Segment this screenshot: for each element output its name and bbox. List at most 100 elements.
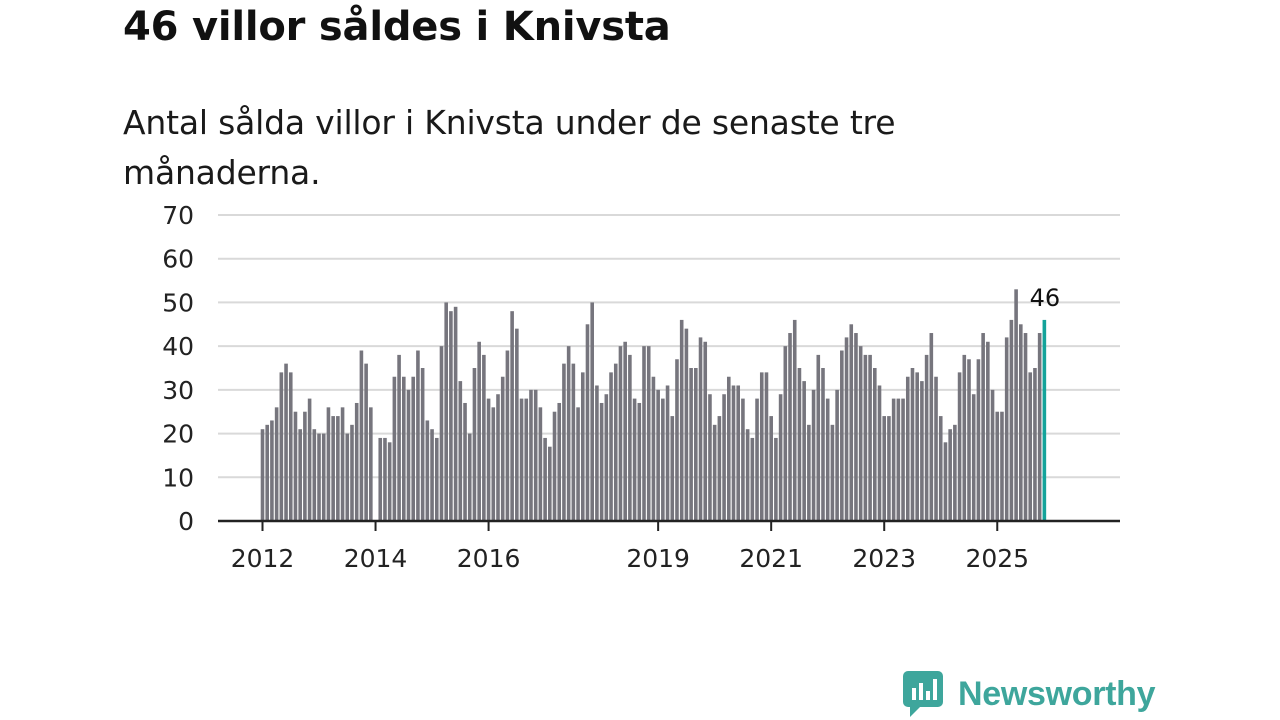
bar [345,433,350,521]
bar [976,359,981,521]
bar [321,433,326,521]
bar [981,333,985,521]
bar [364,363,368,521]
bar [307,398,312,521]
bar [1023,333,1028,521]
bar [533,389,538,521]
bar [844,337,849,521]
bar [416,350,420,521]
bar [797,368,802,521]
bar [698,337,703,521]
bar [265,424,270,521]
highlight-value-label: 46 [1030,284,1061,312]
bar [580,372,585,521]
x-tick-label: 2023 [852,544,916,573]
bar [873,368,877,521]
bar [929,333,934,521]
bar [901,398,905,521]
bar [689,368,693,521]
bar [463,402,467,521]
bar [971,394,976,521]
bar [792,319,797,521]
bar [571,363,576,521]
bar [524,398,529,521]
bar [854,333,858,521]
bar [694,368,698,521]
bar [712,424,717,521]
bar [392,376,397,521]
x-tick-label: 2016 [457,544,521,573]
bar [383,437,387,521]
bar [877,385,882,521]
bar [934,376,938,521]
bar [905,376,910,521]
bar [1033,368,1037,521]
bar [496,394,500,521]
bar [420,368,425,521]
bar [510,311,514,521]
bar [858,346,863,521]
bar [562,363,566,521]
bar [369,407,373,521]
bar [439,346,444,521]
bar [986,341,990,521]
brand-logo: Newsworthy [902,670,1156,718]
bar [298,429,302,521]
bar [336,416,340,521]
bar [543,437,547,521]
bar [515,328,519,521]
bar [486,398,491,521]
brand-name: Newsworthy [958,674,1156,713]
bar [764,372,769,521]
bar [312,429,317,521]
y-tick-label: 60 [162,245,194,274]
bar [477,341,481,521]
x-tick-label: 2019 [626,544,690,573]
bar [759,372,764,521]
bar [576,407,580,521]
bar [953,424,957,521]
bar [387,442,392,521]
bar [910,368,915,521]
bar [661,398,665,521]
bar [750,437,755,521]
bar [637,402,642,521]
bar [406,389,411,521]
bar [458,381,463,521]
highlight-bar [1042,319,1047,521]
bar [807,424,811,521]
bar [948,429,952,521]
bar [915,372,919,521]
bar [359,350,364,521]
bar [745,429,750,521]
bar [1037,333,1042,521]
bar [755,398,759,521]
bar [656,389,660,521]
bar [397,354,401,521]
bar [830,424,835,521]
bar [519,398,524,521]
bar [595,385,599,521]
bar [1014,289,1018,521]
bar [482,354,486,521]
bar [1009,319,1014,521]
bar [651,376,656,521]
bar [938,416,943,521]
bar [632,398,637,521]
bar [811,389,816,521]
y-tick-label: 0 [178,507,194,536]
bar [467,433,472,521]
bar [778,394,783,521]
bar [868,354,872,521]
bar [665,385,670,521]
bar [769,416,773,521]
bar [538,407,543,521]
bar [260,429,265,521]
bar [340,407,345,521]
bar [566,346,571,521]
bar [628,354,632,521]
y-tick-label: 20 [162,420,194,449]
bar [821,368,825,521]
bar [835,389,839,521]
